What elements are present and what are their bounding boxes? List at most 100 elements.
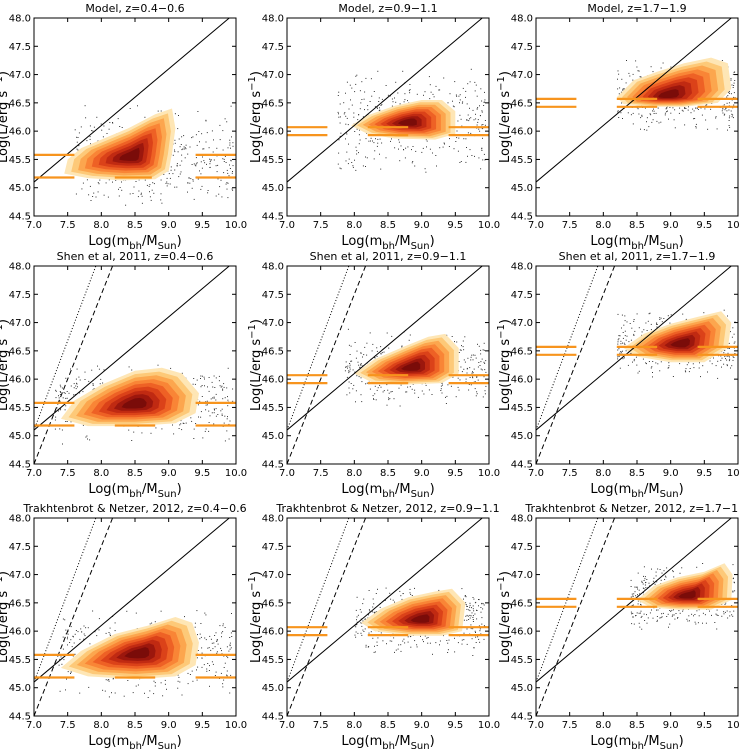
scatter-point xyxy=(226,418,228,420)
scatter-point xyxy=(204,637,206,639)
scatter-point xyxy=(473,119,475,121)
scatter-point xyxy=(638,113,640,115)
scatter-point xyxy=(467,155,468,157)
scatter-point xyxy=(721,366,722,368)
scatter-point xyxy=(191,164,193,165)
scatter-point xyxy=(201,396,203,397)
scatter-point xyxy=(628,341,630,343)
scatter-point xyxy=(128,366,130,368)
scatter-point xyxy=(82,424,84,426)
scatter-point xyxy=(426,146,427,148)
scatter-point xyxy=(348,387,350,389)
scatter-point xyxy=(640,128,641,130)
scatter-point xyxy=(388,399,390,401)
scatter-point xyxy=(733,71,735,73)
scatter-point xyxy=(62,443,63,445)
scatter-point xyxy=(366,342,368,344)
scatter-point xyxy=(443,77,445,79)
scatter-point xyxy=(114,630,116,632)
scatter-point xyxy=(187,191,188,193)
scatter-point xyxy=(378,97,380,99)
scatter-point xyxy=(76,383,78,385)
scatter-point xyxy=(729,611,731,613)
scatter-point xyxy=(641,115,643,117)
scatter-point xyxy=(337,95,339,96)
scatter-point xyxy=(475,118,477,120)
scatter-point xyxy=(216,639,218,640)
plot-area xyxy=(34,266,236,464)
scatter-point xyxy=(200,188,202,190)
scatter-point xyxy=(375,593,377,594)
scatter-point xyxy=(482,159,484,161)
scatter-point xyxy=(229,168,231,169)
scatter-point xyxy=(734,80,736,81)
scatter-point xyxy=(232,145,234,147)
reference-line-dotted xyxy=(34,518,97,683)
scatter-point xyxy=(98,368,100,370)
scatter-point xyxy=(67,633,69,635)
plot-area xyxy=(536,18,738,183)
scatter-point xyxy=(75,193,77,195)
scatter-point xyxy=(187,672,189,674)
scatter-point xyxy=(356,350,358,352)
scatter-point xyxy=(377,588,378,590)
scatter-point xyxy=(205,120,207,122)
scatter-point xyxy=(168,173,170,175)
scatter-point xyxy=(479,630,481,632)
scatter-point xyxy=(476,124,478,126)
y-tick-label: 46.0 xyxy=(511,127,533,138)
scatter-point xyxy=(457,377,459,379)
scatter-point xyxy=(439,640,441,642)
scatter-point xyxy=(387,389,389,391)
reference-line-dotted xyxy=(34,266,97,431)
scatter-point xyxy=(461,345,462,347)
scatter-point xyxy=(695,123,697,125)
scatter-point xyxy=(92,196,94,197)
scatter-point xyxy=(62,648,64,650)
scatter-point xyxy=(167,183,169,185)
reference-line-solid xyxy=(287,18,484,183)
scatter-point xyxy=(373,399,375,400)
scatter-point xyxy=(636,66,638,68)
scatter-point xyxy=(370,631,372,633)
scatter-point xyxy=(400,644,402,646)
scatter-point xyxy=(105,632,107,634)
scatter-point xyxy=(174,186,176,188)
scatter-point xyxy=(732,114,734,116)
scatter-point xyxy=(195,163,197,165)
x-tick-label: 10.0 xyxy=(478,220,500,231)
scatter-point xyxy=(192,680,194,682)
scatter-point xyxy=(380,105,382,106)
scatter-point xyxy=(472,359,474,361)
scatter-point xyxy=(627,112,629,114)
x-tick-label: 7.0 xyxy=(279,220,295,231)
scatter-point xyxy=(174,113,176,115)
scatter-point xyxy=(227,147,229,149)
scatter-point xyxy=(181,154,183,156)
scatter-point xyxy=(350,99,351,101)
x-tick-label: 8.0 xyxy=(346,720,362,731)
scatter-point xyxy=(431,394,433,395)
scatter-point xyxy=(339,116,341,118)
scatter-point xyxy=(121,189,123,191)
scatter-point xyxy=(67,644,68,646)
scatter-point xyxy=(229,420,231,422)
scatter-point xyxy=(479,365,481,366)
scatter-point xyxy=(713,357,714,359)
scatter-point xyxy=(703,312,705,314)
scatter-point xyxy=(706,104,708,106)
scatter-point xyxy=(466,614,468,616)
scatter-point xyxy=(643,613,645,615)
scatter-point xyxy=(732,590,734,592)
scatter-point xyxy=(697,622,699,624)
scatter-point xyxy=(723,613,725,615)
scatter-point xyxy=(208,390,210,392)
scatter-point xyxy=(456,341,458,343)
scatter-point xyxy=(76,368,78,370)
scatter-point xyxy=(230,160,232,162)
scatter-point xyxy=(97,365,98,367)
scatter-point xyxy=(210,638,212,640)
scatter-point xyxy=(149,184,151,186)
scatter-point xyxy=(354,342,356,343)
scatter-point xyxy=(208,377,210,378)
